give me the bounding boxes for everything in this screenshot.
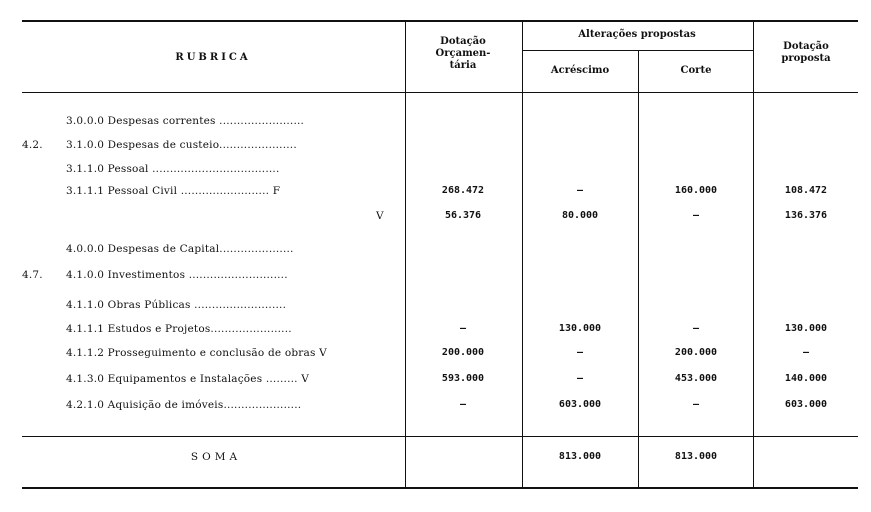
- header-alteracoes: Alterações propostas: [578, 29, 696, 40]
- header-line: Dotação: [440, 36, 486, 47]
- cell-acrescimo: —: [576, 347, 584, 358]
- header-dotacao-orcamentaria: Dotação Orçamen- tária: [436, 36, 491, 72]
- row-label: 3.1.1.1 Pessoal Civil ..................…: [66, 185, 281, 197]
- col-divider: [522, 20, 523, 488]
- row-label: 4.2.1.0 Aquisição de imóveis............…: [66, 399, 302, 411]
- row-label: 4.1.1.2 Prosseguimento e conclusão de ob…: [66, 347, 327, 359]
- total-top-rule: [22, 436, 858, 437]
- header-corte: Corte: [680, 65, 712, 76]
- table-bottom-rule: [22, 487, 858, 489]
- row-label: 3.0.0.0 Despesas correntes .............…: [66, 115, 305, 127]
- total-corte: 813.000: [674, 451, 718, 462]
- cell-corte: 200.000: [674, 347, 718, 358]
- header-bottom-rule: [22, 92, 858, 93]
- cell-proposta: 140.000: [784, 373, 828, 384]
- row-label: 4.1.1.1 Estudos e Projetos..............…: [66, 323, 292, 335]
- header-line: tária: [449, 60, 477, 71]
- cell-acrescimo: 80.000: [561, 210, 599, 221]
- cell-corte: —: [692, 210, 700, 221]
- total-acrescimo: 813.000: [558, 451, 602, 462]
- cell-acrescimo: 603.000: [558, 399, 602, 410]
- cell-dotacao: —: [459, 399, 467, 410]
- row-label: 3.1.0.0 Despesas de custeio.............…: [66, 139, 297, 151]
- cell-proposta: 108.472: [784, 185, 828, 196]
- cell-corte: 453.000: [674, 373, 718, 384]
- cell-corte: —: [692, 323, 700, 334]
- col-divider: [638, 50, 639, 488]
- row-label: 4.1.3.0 Equipamentos e Instalações .....…: [66, 373, 310, 385]
- cell-dotacao: —: [459, 323, 467, 334]
- subheader-rule: [522, 50, 753, 51]
- cell-corte: 160.000: [674, 185, 718, 196]
- header-dotacao-proposta: Dotação proposta: [781, 41, 830, 65]
- cell-dotacao: 593.000: [441, 373, 485, 384]
- row-label: 4.1.1.0 Obras Públicas .................…: [66, 299, 287, 311]
- row-label: 3.1.1.0 Pessoal ........................…: [66, 163, 280, 175]
- cell-acrescimo: 130.000: [558, 323, 602, 334]
- table-top-rule: [22, 20, 858, 22]
- cell-corte: —: [692, 399, 700, 410]
- row-prefix: 4.2.: [22, 139, 43, 151]
- cell-dotacao: 200.000: [441, 347, 485, 358]
- cell-proposta: —: [802, 347, 810, 358]
- row-prefix: 4.7.: [22, 269, 43, 281]
- cell-proposta: 130.000: [784, 323, 828, 334]
- row-label: 4.0.0.0 Despesas de Capital.............…: [66, 243, 294, 255]
- cell-proposta: 136.376: [784, 210, 828, 221]
- cell-acrescimo: —: [576, 185, 584, 196]
- header-line: Dotação: [783, 41, 829, 52]
- cell-acrescimo: —: [576, 373, 584, 384]
- header-rubrica: RUBRICA: [175, 52, 251, 63]
- header-line: Orçamen-: [435, 48, 491, 59]
- row-label: V: [376, 210, 384, 222]
- header-line: proposta: [781, 53, 831, 64]
- col-divider: [753, 20, 754, 488]
- cell-dotacao: 56.376: [444, 210, 482, 221]
- row-label: 4.1.0.0 Investimentos ..................…: [66, 269, 288, 281]
- total-label: SOMA: [190, 451, 242, 463]
- cell-dotacao: 268.472: [441, 185, 485, 196]
- col-divider: [405, 20, 406, 488]
- cell-proposta: 603.000: [784, 399, 828, 410]
- header-acrescimo: Acréscimo: [550, 65, 610, 76]
